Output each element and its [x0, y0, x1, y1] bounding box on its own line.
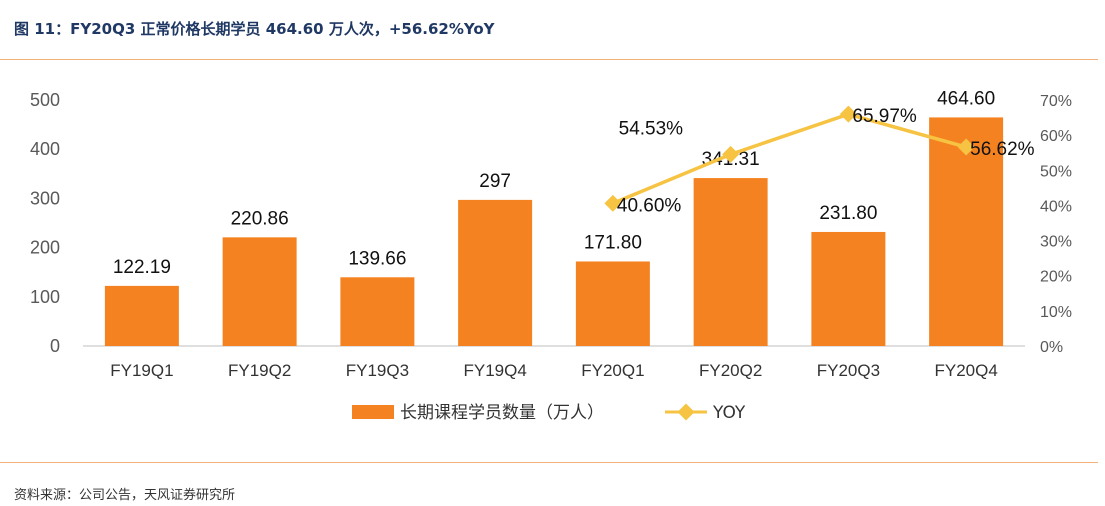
right-tick-label: 30% — [1040, 234, 1072, 251]
bar — [340, 277, 415, 346]
yoy-value-label: 56.62% — [970, 139, 1035, 160]
right-axis-ticks: 0% 10% 20% 30% 40% 50% 60% 70% — [1040, 93, 1072, 356]
right-tick-label: 50% — [1040, 163, 1072, 180]
x-tick-label: FY20Q2 — [699, 361, 762, 380]
bottom-divider — [0, 462, 1098, 463]
yoy-series — [604, 105, 975, 212]
left-tick-label: 400 — [30, 139, 60, 159]
bar — [458, 199, 533, 346]
bar — [222, 237, 297, 346]
figure-title: 图 11：FY20Q3 正常价格长期学员 464.60 万人次，+56.62%Y… — [14, 20, 495, 38]
legend-swatch-marker — [677, 403, 695, 421]
bar-value-label: 171.80 — [584, 232, 642, 253]
right-tick-label: 10% — [1040, 304, 1072, 321]
bar-value-label: 139.66 — [348, 248, 406, 269]
bar-value-label: 231.80 — [819, 203, 877, 224]
left-axis-ticks: 0 100 200 300 400 500 — [30, 90, 60, 356]
yoy-marker — [604, 194, 622, 212]
bar-value-label: 464.60 — [937, 88, 995, 109]
right-tick-label: 70% — [1040, 93, 1072, 110]
left-tick-label: 100 — [30, 287, 60, 307]
yoy-line — [612, 112, 967, 205]
yoy-marker — [839, 105, 857, 123]
bar — [104, 285, 179, 346]
yoy-marker — [722, 145, 740, 163]
chart-legend: 长期课程学员数量（万人） YOY — [352, 403, 746, 423]
x-tick-label: FY19Q2 — [228, 361, 291, 380]
bar-series — [104, 117, 1004, 346]
x-tick-label: FY20Q3 — [817, 361, 880, 380]
source-note: 资料来源：公司公告，天风证券研究所 — [14, 488, 236, 503]
yoy-value-label: 40.60% — [617, 195, 682, 216]
x-axis-ticks: FY19Q1 FY19Q2 FY19Q3 FY19Q4 FY20Q1 FY20Q2 FY20… — [110, 361, 998, 380]
x-tick-label: FY19Q4 — [463, 361, 526, 380]
bar-line-chart: 0 100 200 300 400 500 0% 10% 20% 30% 40% 50% 60% 70%… — [30, 88, 1072, 423]
bar — [575, 261, 650, 346]
bar — [929, 117, 1004, 346]
bar — [811, 231, 886, 346]
bar-value-label: 220.86 — [231, 208, 289, 229]
right-tick-label: 40% — [1040, 198, 1072, 215]
yoy-marker — [957, 138, 975, 156]
right-tick-label: 60% — [1040, 128, 1072, 145]
legend-swatch-bar — [352, 405, 394, 419]
yoy-value-label: 54.53% — [619, 118, 684, 139]
bar-value-label: 297 — [479, 171, 511, 192]
bar — [693, 178, 768, 346]
x-tick-label: FY19Q1 — [110, 361, 173, 380]
left-tick-label: 500 — [30, 90, 60, 110]
left-tick-label: 200 — [30, 238, 60, 258]
right-tick-label: 0% — [1040, 339, 1063, 356]
yoy-value-label: 65.97% — [852, 106, 917, 127]
left-tick-label: 0 — [50, 336, 60, 356]
x-tick-label: FY19Q3 — [346, 361, 409, 380]
bar-value-label: 122.19 — [113, 257, 171, 278]
top-divider — [0, 59, 1098, 60]
right-tick-label: 20% — [1040, 269, 1072, 286]
x-tick-label: FY20Q1 — [581, 361, 644, 380]
legend-label-bar: 长期课程学员数量（万人） — [400, 403, 604, 423]
left-tick-label: 300 — [30, 188, 60, 208]
yoy-data-labels: 40.60% 54.53% 65.97% 56.62% — [617, 106, 1035, 216]
legend-label-line: YOY — [712, 403, 746, 423]
x-tick-label: FY20Q4 — [934, 361, 997, 380]
